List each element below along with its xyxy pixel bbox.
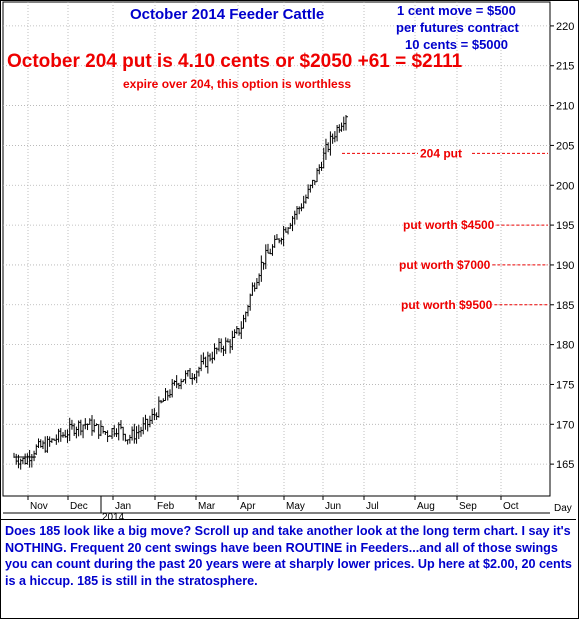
x-tick-label: Jul: [366, 501, 379, 512]
x-tick-label: Mar: [198, 501, 216, 512]
headline: October 204 put is 4.10 cents or $2050 +…: [7, 51, 463, 72]
x-tick-label: Aug: [417, 501, 435, 512]
reference-lines: 204 put put worth $4500 put worth $7000 put…: [342, 146, 548, 312]
contract-note-1: 1 cent move = $500: [397, 3, 516, 18]
y-tick-label: 190: [556, 260, 574, 272]
y-tick-label: 210: [556, 101, 574, 113]
x-tick-label: May: [286, 501, 305, 512]
y-tick-label: 180: [556, 340, 574, 352]
contract-note-3: 10 cents = $5000: [405, 37, 508, 52]
y-tick-label: 195: [556, 220, 574, 232]
x-tick-label: Dec: [70, 501, 88, 512]
chart-title: October 2014 Feeder Cattle: [130, 6, 325, 23]
y-tick-label: 185: [556, 300, 574, 312]
price-bars: [13, 115, 348, 470]
y-axis-ticks: 165 170 175 180 185 190 195 200 205 210 215 220: [550, 21, 574, 471]
ref-line-label: 204 put: [420, 146, 462, 160]
y-tick-label: 220: [556, 21, 574, 33]
x-axis-ticks: Nov Dec Jan Feb Mar Apr May Jun Jul Aug Sep Oct 2014…: [27, 496, 572, 523]
subheadline: expire over 204, this option is worthles…: [123, 77, 352, 91]
y-tick-label: 205: [556, 140, 574, 152]
x-tick-label: Sep: [459, 501, 477, 512]
x-axis-unit-label: Day: [554, 503, 572, 514]
y-tick-label: 215: [556, 61, 574, 73]
grid-lines: [2, 1, 551, 514]
x-tick-label: Feb: [157, 501, 175, 512]
ref-line-label: put worth $7000: [399, 258, 491, 272]
year-label: 2014: [102, 512, 125, 523]
contract-note-2: per futures contract: [396, 20, 519, 35]
x-tick-label: Apr: [240, 501, 256, 512]
x-tick-label: Jun: [325, 501, 341, 512]
commentary-text: Does 185 look like a big move? Scroll up…: [1, 519, 576, 616]
x-tick-label: Jan: [115, 501, 131, 512]
ref-line-label: put worth $9500: [401, 298, 493, 312]
x-tick-label: Nov: [30, 501, 48, 512]
y-tick-label: 170: [556, 419, 574, 431]
y-tick-label: 165: [556, 459, 574, 471]
y-tick-label: 175: [556, 379, 574, 391]
plot-border: [2, 1, 551, 497]
y-tick-label: 200: [556, 180, 574, 192]
ref-line-label: put worth $4500: [403, 218, 495, 232]
x-tick-label: Oct: [503, 501, 519, 512]
